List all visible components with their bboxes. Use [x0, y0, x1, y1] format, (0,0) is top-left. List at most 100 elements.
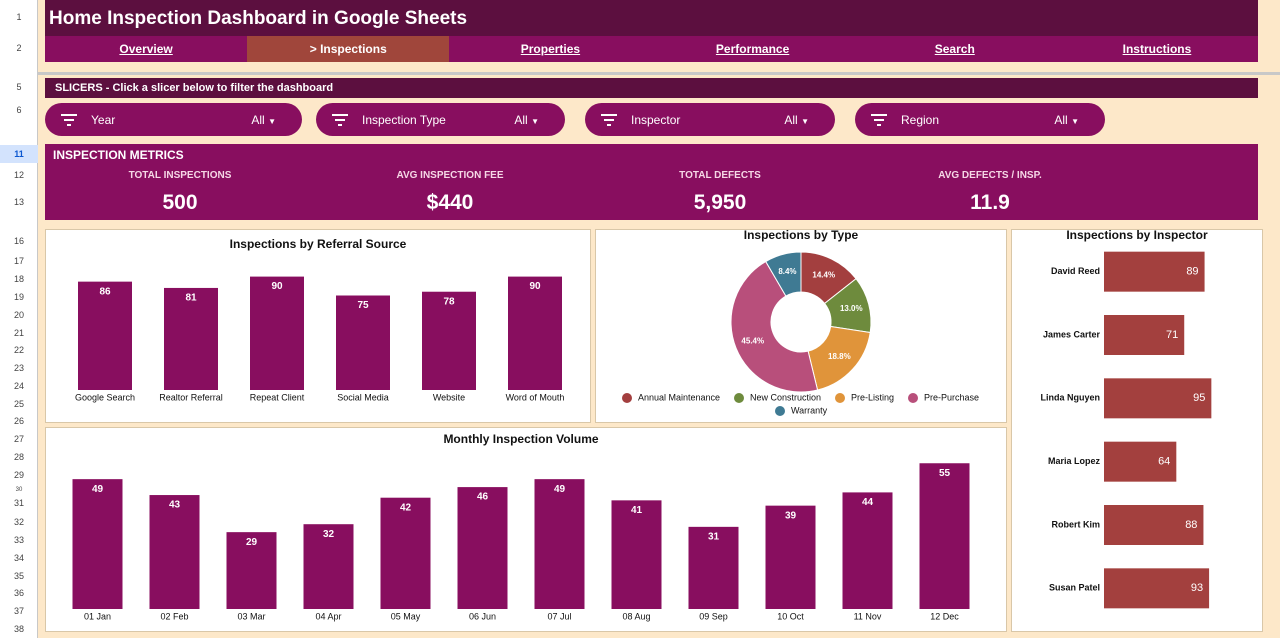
bar	[534, 479, 585, 609]
data-label: 90	[529, 281, 541, 292]
x-tick-label: 02 Feb	[160, 611, 188, 621]
row-number: 34	[13, 553, 24, 563]
row-number: 21	[13, 328, 24, 338]
legend-swatch	[775, 406, 785, 416]
bar	[336, 295, 390, 390]
metric-value: $440	[426, 191, 474, 214]
chart-title: Inspections by Inspector	[1066, 228, 1208, 242]
data-label: 43	[169, 500, 181, 511]
row-number: 27	[13, 434, 24, 444]
x-tick-label: Word of Mouth	[506, 392, 565, 402]
bar	[1104, 505, 1204, 545]
filter-icon	[332, 113, 348, 126]
row-number: 23	[13, 363, 24, 373]
bar	[457, 487, 508, 609]
slicer-name: Year	[91, 112, 116, 127]
data-label: 86	[99, 286, 111, 297]
nav-tab[interactable]: Overview	[119, 42, 173, 56]
row-number: 31	[13, 498, 24, 508]
row-number: 20	[13, 310, 24, 320]
metric-label: AVG DEFECTS / INSP.	[938, 170, 1042, 181]
data-label: 81	[185, 293, 197, 304]
data-label: 41	[631, 505, 643, 516]
y-tick-label: David Reed	[1051, 266, 1100, 276]
x-tick-label: Social Media	[337, 392, 389, 402]
row-number: 12	[13, 170, 24, 180]
nav-tab[interactable]: Properties	[520, 42, 581, 56]
x-tick-label: Google Search	[75, 392, 135, 402]
legend-label: Warranty	[791, 405, 828, 415]
bar	[1104, 441, 1177, 482]
row-number: 32	[13, 517, 24, 527]
bar	[422, 291, 476, 390]
nav-tab[interactable]: > Inspections	[247, 36, 450, 62]
data-label: 31	[708, 531, 720, 542]
data-label: 8.4%	[778, 267, 796, 276]
row-number: 11	[0, 145, 38, 163]
x-tick-label: 10 Oct	[777, 611, 804, 621]
bar	[1104, 315, 1185, 355]
nav-tab[interactable]: Search	[934, 42, 975, 56]
filter-icon	[61, 113, 77, 126]
data-label: 88	[1185, 519, 1197, 531]
nav-tab[interactable]: Instructions	[1122, 42, 1192, 56]
slicer[interactable]: Inspection Type All ▼	[316, 103, 565, 136]
slicer-value: All ▼	[514, 112, 539, 127]
row-number: 38	[13, 624, 24, 634]
chart-title: Inspections by Referral Source	[230, 237, 407, 251]
metric-value: 11.9	[970, 191, 1010, 214]
x-tick-label: 11 Nov	[854, 611, 882, 621]
nav-tab[interactable]: Performance	[715, 42, 790, 56]
metric-value: 5,950	[693, 191, 747, 214]
data-label: 90	[271, 281, 283, 292]
slice	[765, 251, 802, 297]
metrics-title: INSPECTION METRICS	[53, 148, 184, 162]
freeze-line	[38, 72, 1280, 75]
data-label: 46	[477, 492, 489, 503]
x-tick-label: 05 May	[391, 611, 421, 621]
slicer-heading: SLICERS - Click a slicer below to filter…	[45, 78, 1258, 98]
slicer-name: Inspection Type	[362, 112, 446, 127]
data-label: 64	[1158, 456, 1170, 468]
data-label: 71	[1166, 329, 1178, 341]
metric-label: TOTAL DEFECTS	[679, 170, 761, 181]
row-number: 13	[13, 197, 24, 207]
row-number: 16	[13, 236, 24, 246]
data-label: 95	[1193, 392, 1205, 404]
bar	[688, 526, 739, 609]
legend-label: Pre-Purchase	[924, 392, 979, 402]
slice	[730, 260, 819, 393]
bar	[508, 276, 562, 390]
slicer-name: Region	[901, 112, 940, 127]
slicer[interactable]: Year All ▼	[45, 103, 302, 136]
slicer-value: All ▼	[251, 112, 276, 127]
bar	[72, 479, 123, 609]
x-tick-label: Realtor Referral	[159, 392, 223, 402]
panel	[1011, 229, 1263, 632]
row-number: 24	[13, 381, 24, 391]
bar	[250, 276, 304, 390]
bar	[164, 287, 218, 390]
row-number: 33	[13, 535, 24, 545]
nav-bar: Overview > Inspections Properties Performan…	[45, 36, 1258, 62]
row-number: 1	[16, 12, 22, 22]
bar	[78, 281, 132, 390]
metric-value: 500	[162, 191, 198, 214]
bar	[1104, 251, 1205, 292]
slicer[interactable]: Region All ▼	[855, 103, 1105, 136]
data-label: 29	[246, 537, 258, 548]
slicer[interactable]: Inspector All ▼	[585, 103, 835, 136]
data-label: 93	[1191, 582, 1203, 594]
x-tick-label: 04 Apr	[315, 611, 341, 621]
data-label: 49	[92, 484, 104, 495]
row-headers: 1 2 5 6 11 12 13 16 17 18 19 20 21 22 23 24 25 26 27 28 29 30…	[0, 0, 38, 638]
row-number: 22	[13, 345, 24, 355]
x-tick-label: 06 Jun	[469, 611, 496, 621]
dashboard-title: Home Inspection Dashboard in Google Shee…	[45, 0, 1258, 36]
chart-title: Monthly Inspection Volume	[443, 432, 598, 446]
row-number: 37	[13, 606, 24, 616]
row-number: 17	[13, 256, 24, 266]
data-label: 42	[400, 502, 412, 513]
